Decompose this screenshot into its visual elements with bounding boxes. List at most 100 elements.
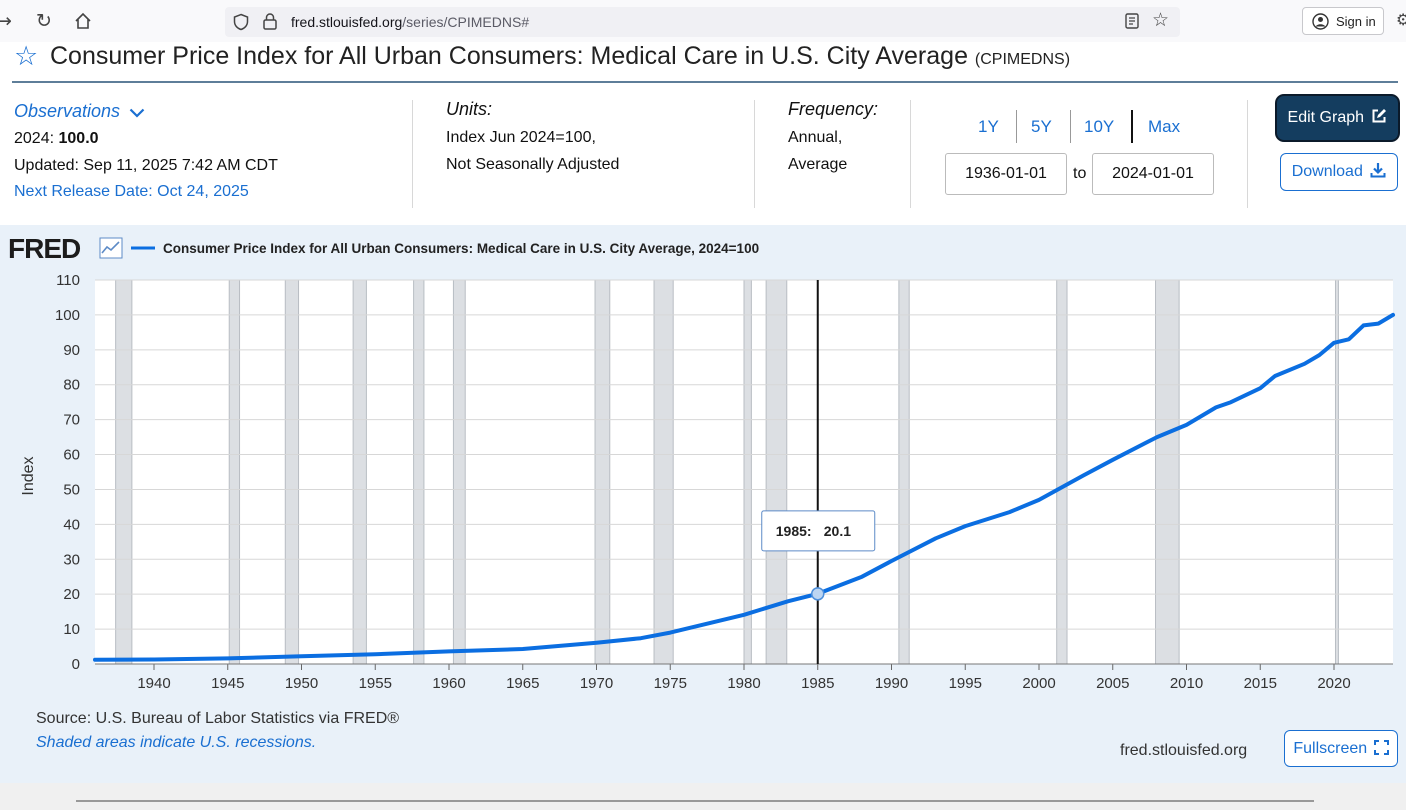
fullscreen-label: Fullscreen xyxy=(1293,740,1368,757)
favorite-star-icon[interactable]: ☆ xyxy=(14,41,39,72)
end-date-input[interactable]: 2024-01-01 xyxy=(1092,153,1214,195)
y-tick-label: 0 xyxy=(72,656,80,673)
hover-point xyxy=(811,587,825,601)
start-date-input[interactable]: 1936-01-01 xyxy=(945,153,1067,195)
forward-icon[interactable]: → xyxy=(0,10,12,32)
y-tick-label: 70 xyxy=(63,412,80,429)
recession-bands xyxy=(115,280,1339,664)
source-note: Source: U.S. Bureau of Labor Statistics … xyxy=(36,710,400,727)
frequency-label: Frequency: xyxy=(788,99,879,119)
y-axis-ticks: 0 10 20 30 40 50 60 70 80 90 100 110 xyxy=(55,272,80,673)
download-icon xyxy=(1370,163,1386,178)
recession-band xyxy=(453,280,466,664)
chevron-down-icon xyxy=(129,108,144,118)
recession-band xyxy=(285,280,299,664)
reload-icon[interactable]: ↻ xyxy=(36,10,52,32)
recession-band xyxy=(595,280,610,664)
bookmark-star-icon[interactable]: ☆ xyxy=(1152,9,1170,31)
y-tick-label: 40 xyxy=(63,516,80,533)
next-release-link[interactable]: Next Release Date: Oct 24, 2025 xyxy=(14,183,249,200)
title-divider xyxy=(12,81,1398,83)
y-axis-label: Index xyxy=(20,456,37,495)
date-range-to-label: to xyxy=(1073,165,1087,182)
range-divider xyxy=(1131,110,1133,143)
fullscreen-button[interactable]: Fullscreen xyxy=(1284,730,1398,767)
y-tick-label: 110 xyxy=(56,272,80,289)
x-tick-label: 1995 xyxy=(949,675,982,692)
edit-graph-label: Edit Graph xyxy=(1287,109,1365,126)
tooltip-year: 1985: xyxy=(776,523,812,539)
download-button[interactable]: Download xyxy=(1280,153,1398,191)
range-divider xyxy=(1070,110,1071,143)
range-divider xyxy=(1016,110,1017,143)
range-5y-button[interactable]: 5Y xyxy=(1031,117,1052,136)
recession-band xyxy=(766,280,787,664)
x-tick-label: 1965 xyxy=(506,675,539,692)
shield-icon[interactable] xyxy=(232,13,250,31)
recession-band xyxy=(1056,280,1068,664)
page-title: Consumer Price Index for All Urban Consu… xyxy=(50,42,1070,71)
x-tick-label: 1980 xyxy=(727,675,760,692)
latest-observation: 2024: 100.0 xyxy=(14,130,99,148)
range-1y-button[interactable]: 1Y xyxy=(978,117,999,136)
reader-view-icon[interactable] xyxy=(1124,12,1140,30)
address-bar[interactable] xyxy=(225,7,1180,37)
recession-band xyxy=(1335,280,1339,664)
series-title: Consumer Price Index for All Urban Consu… xyxy=(50,42,968,70)
x-tick-label: 1985 xyxy=(801,675,834,692)
download-label: Download xyxy=(1291,163,1363,180)
horizontal-scrollbar[interactable] xyxy=(76,800,1314,802)
updated-date: Updated: Sep 11, 2025 7:42 AM CDT xyxy=(14,157,278,174)
bottom-strip xyxy=(0,783,1406,810)
observations-label: Observations xyxy=(14,101,121,121)
y-tick-label: 30 xyxy=(63,551,80,568)
info-divider xyxy=(412,100,413,208)
fullscreen-icon xyxy=(1373,740,1389,755)
chart-title: Consumer Price Index for All Urban Consu… xyxy=(163,241,759,256)
lock-icon[interactable] xyxy=(262,12,278,30)
x-tick-label: 2000 xyxy=(1022,675,1055,692)
recession-note-link[interactable]: Shaded areas indicate U.S. recessions. xyxy=(36,734,317,751)
y-tick-label: 20 xyxy=(63,586,80,603)
extensions-icon[interactable]: ⚙ xyxy=(1396,10,1406,29)
frequency-line-1: Annual, xyxy=(788,129,843,146)
x-tick-label: 1950 xyxy=(285,675,318,692)
y-tick-label: 80 xyxy=(63,377,80,394)
x-axis-ticks: 1940 1945 1950 1955 1960 1965 1970 1975 1980 1985… xyxy=(95,663,1393,692)
y-tick-label: 50 xyxy=(63,481,80,498)
y-tick-label: 100 xyxy=(55,307,80,324)
recession-band xyxy=(115,280,132,664)
home-icon[interactable] xyxy=(74,12,92,30)
x-tick-label: 2010 xyxy=(1170,675,1203,692)
sign-in-button[interactable]: Sign in xyxy=(1302,7,1384,35)
x-tick-label: 1970 xyxy=(580,675,613,692)
range-max-button[interactable]: Max xyxy=(1148,117,1181,136)
recession-band xyxy=(898,280,910,664)
url-text[interactable]: fred.stlouisfed.org/series/CPIMEDNS# xyxy=(291,14,530,30)
x-tick-label: 2005 xyxy=(1096,675,1129,692)
tooltip-value: 20.1 xyxy=(824,523,851,539)
x-tick-label: 1975 xyxy=(654,675,687,692)
latest-observation-value: 100.0 xyxy=(58,130,99,147)
edit-graph-button[interactable]: Edit Graph xyxy=(1277,96,1398,140)
cpi-line-chart[interactable]: Consumer Price Index for All Urban Consu… xyxy=(0,225,1406,710)
info-divider xyxy=(1247,100,1248,208)
edit-icon xyxy=(1372,109,1387,123)
tooltip-box xyxy=(761,510,876,552)
recession-band xyxy=(654,280,674,664)
recession-band xyxy=(744,280,752,664)
series-layer xyxy=(93,312,1395,662)
observations-toggle[interactable]: Observations xyxy=(14,101,145,122)
fred-graph-icon xyxy=(99,237,123,259)
y-tick-label: 10 xyxy=(63,621,80,638)
units-line-1: Index Jun 2024=100, xyxy=(446,129,596,146)
latest-observation-year: 2024: xyxy=(14,130,55,147)
series-code: (CPIMEDNS) xyxy=(974,51,1071,68)
x-tick-label: 1960 xyxy=(432,675,465,692)
sign-in-label: Sign in xyxy=(1336,14,1376,29)
units-line-2: Not Seasonally Adjusted xyxy=(446,156,620,173)
x-tick-label: 1945 xyxy=(211,675,244,692)
info-divider xyxy=(754,100,755,208)
range-10y-button[interactable]: 10Y xyxy=(1084,117,1115,136)
site-credit: fred.stlouisfed.org xyxy=(1120,742,1248,759)
